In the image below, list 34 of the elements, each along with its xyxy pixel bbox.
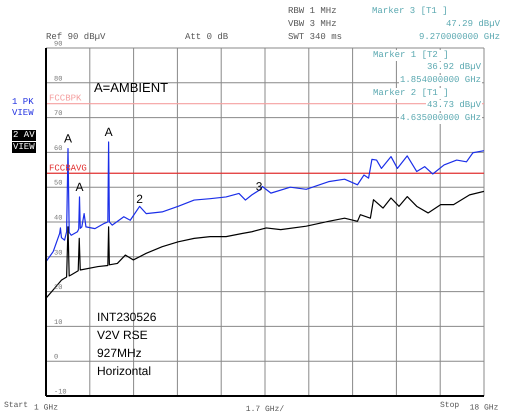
annotation: 927MHz xyxy=(97,346,142,360)
annotation: 1.854000000 GHz xyxy=(398,75,482,86)
annotation: V2V RSE xyxy=(97,328,148,342)
text: Start xyxy=(4,400,28,411)
text: VIEW xyxy=(12,142,36,153)
annotation: 4.635000000 GHz xyxy=(398,113,482,124)
annotation: 2 xyxy=(136,192,144,206)
annotation: 43.73 dBµV xyxy=(426,100,482,111)
text: 9.270000000 GHz xyxy=(418,32,500,43)
annotation: 3 xyxy=(256,180,263,194)
text: Att 0 dB xyxy=(185,32,228,43)
text: SWT 340 ms xyxy=(288,32,342,43)
annotation: Marker 2 [T1 ] xyxy=(372,88,450,99)
text: Stop xyxy=(440,400,460,411)
text: Ref 90 dBµV xyxy=(46,32,106,42)
annotation: A xyxy=(75,180,84,194)
ref-line-label: FCCBPK xyxy=(49,94,82,104)
text: VBW 3 MHz xyxy=(288,19,337,30)
text: 1 PK xyxy=(12,97,34,108)
annotation: A xyxy=(104,124,113,139)
annotation: Horizontal xyxy=(97,364,152,378)
text: 47.29 dBµV xyxy=(446,19,500,30)
annotation: Marker 1 [T2 ] xyxy=(372,50,450,61)
x-axis-title: 1.7 GHz/ xyxy=(246,405,284,414)
text: Marker 3 [T1 ] xyxy=(372,6,448,17)
annotation: INT230526 xyxy=(97,310,156,324)
x-tick-label: 18 GHz xyxy=(470,404,499,413)
x-tick-label: 1 GHz xyxy=(34,404,58,413)
annotation: A xyxy=(64,132,72,146)
text: VIEW xyxy=(12,108,34,119)
annotation: 36.92 dBµV xyxy=(426,62,482,73)
text: RBW 1 MHz xyxy=(288,6,337,17)
annotation: A=AMBIENT xyxy=(94,80,168,95)
text: 2 AV xyxy=(12,130,36,141)
